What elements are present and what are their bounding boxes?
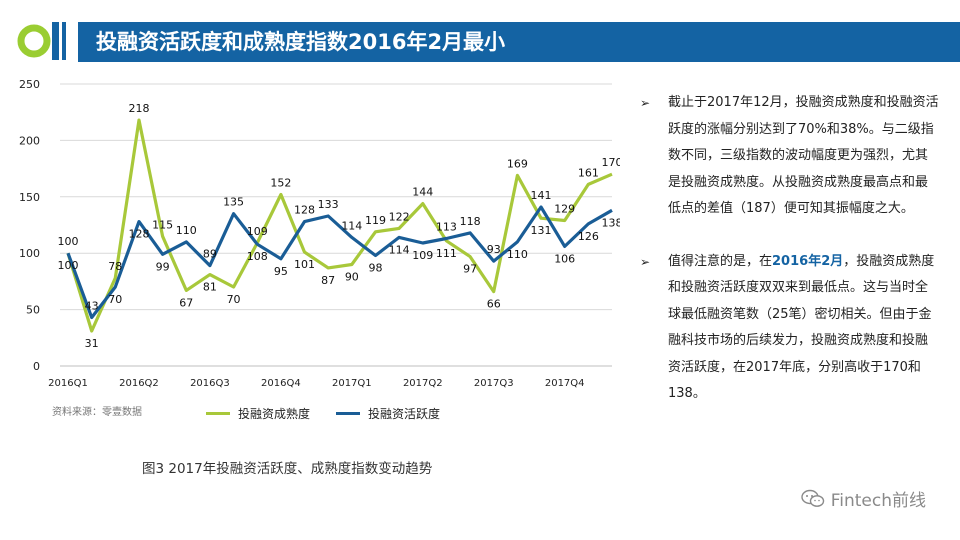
note-item-1: ➢ 截止于2017年12月，投融资成熟度和投融资活跃度的涨幅分别达到了70%和3…: [640, 90, 940, 223]
y-tick-label: 100: [19, 247, 40, 260]
data-label-maturity: 81: [203, 281, 217, 294]
legend-item-maturity: 投融资成熟度: [206, 405, 310, 422]
data-label-maturity: 31: [85, 337, 99, 350]
y-tick-label: 0: [33, 360, 40, 373]
x-tick-label: 2016Q2: [119, 378, 159, 389]
watermark: Fintech前线: [801, 486, 926, 511]
data-label-activity: 70: [108, 293, 122, 306]
data-label-maturity: 115: [152, 218, 173, 231]
data-labels: 1001004331787021812811599110678981135701…: [58, 102, 621, 350]
wechat-icon: [801, 489, 824, 507]
x-tick-label: 2017Q2: [403, 378, 443, 389]
data-label-activity: 113: [436, 221, 457, 234]
data-label-activity: 118: [460, 215, 481, 228]
data-label-activity: 89: [203, 248, 217, 261]
legend-swatch-maturity: [206, 412, 230, 415]
data-label-maturity: 100: [58, 235, 79, 248]
chart-lines: [66, 118, 613, 333]
data-label-activity: 99: [156, 260, 170, 273]
y-tick-label: 200: [19, 134, 40, 147]
data-label-maturity: 66: [487, 298, 501, 311]
line-chart: 0 50 100 150 200 250 2016Q1 2016Q2 2016Q3 2016Q4…: [19, 78, 621, 389]
data-label-maturity: 169: [507, 157, 528, 170]
data-label-activity: 114: [341, 219, 362, 232]
legend-item-activity: 投融资活跃度: [336, 405, 440, 422]
x-tick-label: 2017Q3: [474, 378, 514, 389]
bullet-arrow-icon: ➢: [640, 96, 651, 110]
data-label-activity: 110: [507, 248, 528, 261]
x-tick-label: 2017Q4: [545, 378, 585, 389]
data-label-activity: 43: [85, 299, 99, 312]
x-tick-label: 2016Q4: [261, 378, 301, 389]
x-axis: 2016Q1 2016Q2 2016Q3 2016Q4 2017Q1 2017Q2 2017…: [48, 365, 612, 389]
x-tick-label: 2016Q1: [48, 378, 88, 389]
data-label-activity: 128: [128, 228, 149, 241]
x-tick-label: 2016Q3: [190, 378, 230, 389]
chart-legend: 投融资成熟度 投融资活跃度: [206, 405, 440, 422]
data-label-activity: 100: [58, 259, 79, 272]
y-tick-label: 250: [19, 78, 40, 91]
source-note: 资料来源：零壹数据: [52, 407, 142, 418]
data-label-activity: 108: [247, 250, 268, 263]
data-label-maturity: 111: [436, 247, 457, 260]
watermark-text: Fintech前线: [830, 491, 926, 511]
note-text-2-end: ，投融资成熟度和投融资活跃度双双来到最低点。这与当时全球最低融资笔数（25笔）密…: [668, 253, 935, 402]
logo: [17, 22, 66, 60]
note-text-1: 截止于2017年12月，投融资成熟度和投融资活跃度的涨幅分别达到了70%和38%…: [668, 95, 939, 216]
x-tick-label: 2017Q1: [332, 378, 372, 389]
data-label-maturity: 67: [179, 296, 193, 309]
data-label-activity: 110: [176, 224, 197, 237]
data-label-activity: 126: [578, 230, 599, 243]
data-label-maturity: 70: [227, 293, 241, 306]
y-tick-label: 50: [26, 304, 40, 317]
data-label-maturity: 122: [389, 210, 410, 223]
notes-panel: ➢ 截止于2017年12月，投融资成熟度和投融资活跃度的涨幅分别达到了70%和3…: [640, 90, 940, 434]
data-label-activity: 133: [318, 198, 339, 211]
figure-caption: 图3 2017年投融资活跃度、成熟度指数变动趋势: [142, 461, 433, 477]
data-label-maturity: 90: [345, 270, 359, 283]
bullet-arrow-icon: ➢: [640, 254, 651, 269]
data-label-maturity: 144: [412, 186, 433, 199]
data-label-maturity: 218: [128, 102, 149, 115]
data-label-maturity: 152: [270, 177, 291, 190]
data-label-maturity: 101: [294, 258, 315, 271]
data-label-activity: 106: [554, 252, 575, 265]
data-label-activity: 128: [294, 204, 315, 217]
data-label-activity: 98: [368, 261, 382, 274]
data-label-activity: 138: [602, 216, 621, 229]
data-label-maturity: 78: [108, 260, 122, 273]
legend-swatch-activity: [336, 412, 361, 415]
data-label-maturity: 87: [321, 274, 335, 287]
note-item-2: ➢ 值得注意的是，在2016年2月，投融资成熟度和投融资活跃度双双来到最低点。这…: [640, 249, 940, 408]
data-label-activity: 135: [223, 196, 244, 209]
legend-label-maturity: 投融资成熟度: [238, 407, 311, 421]
title-bar: 投融资活跃度和成熟度指数2016年2月最小: [78, 22, 960, 62]
page-title: 投融资活跃度和成熟度指数2016年2月最小: [96, 30, 506, 54]
data-label-activity: 141: [531, 189, 552, 202]
data-label-maturity: 161: [578, 166, 599, 179]
data-label-maturity: 97: [463, 263, 477, 276]
note-highlight-date: 2016年2月: [772, 253, 844, 269]
series-line-1: [66, 118, 613, 333]
data-label-activity: 93: [487, 243, 501, 256]
data-label-maturity: 129: [554, 202, 575, 215]
note-text-2: 值得注意的是，在2016年2月，投融资成熟度和投融资活跃度双双来到最低点。这与当…: [668, 249, 940, 408]
data-label-maturity: 109: [247, 225, 268, 238]
data-label-maturity: 119: [365, 214, 386, 227]
data-label-activity: 109: [412, 249, 433, 262]
data-label-activity: 114: [389, 243, 410, 256]
y-tick-label: 150: [19, 191, 40, 204]
data-label-maturity: 170: [602, 156, 621, 169]
data-label-activity: 95: [274, 265, 288, 278]
data-label-maturity: 131: [531, 224, 552, 237]
legend-label-activity: 投融资活跃度: [368, 407, 441, 421]
y-axis: 0 50 100 150 200 250: [19, 78, 40, 373]
note-text-2-start: 值得注意的是，在: [668, 253, 773, 269]
series-line-2: [66, 205, 613, 320]
